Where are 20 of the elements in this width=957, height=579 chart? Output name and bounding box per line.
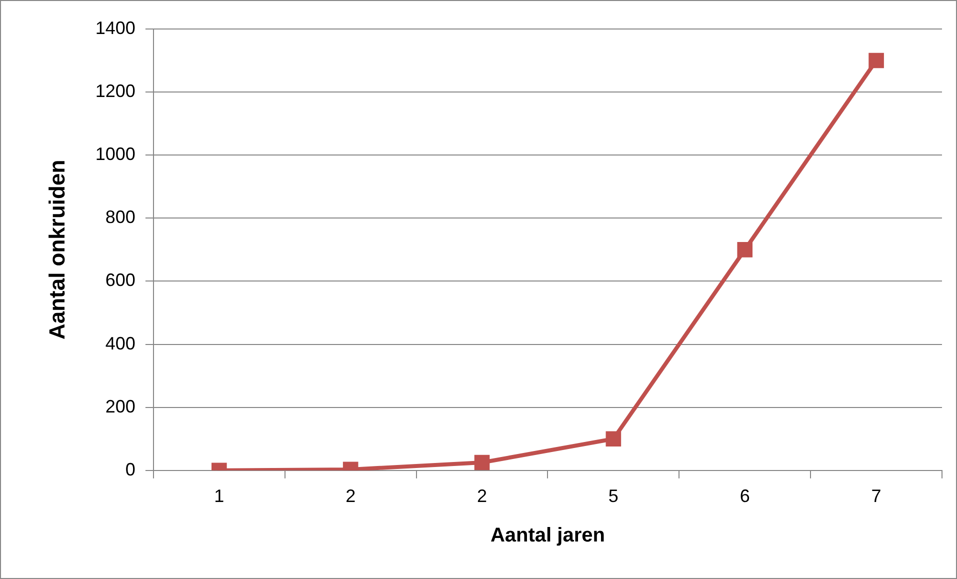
y-tick-label: 1400 — [95, 18, 136, 38]
x-tick-label: 7 — [871, 486, 882, 506]
y-tick-label: 200 — [105, 396, 136, 416]
y-tick-label: 600 — [105, 270, 136, 290]
x-tick-label: 5 — [608, 486, 618, 506]
y-tick-label: 0 — [125, 459, 136, 480]
point — [474, 454, 490, 470]
point — [737, 242, 753, 258]
y-tick-label: 800 — [105, 207, 136, 228]
y-tick-label: 1000 — [95, 144, 136, 164]
point — [868, 52, 884, 68]
y-axis-title: Aantal onkruiden — [44, 160, 70, 340]
x-tick-label: 2 — [477, 486, 488, 506]
y-tick-label: 1200 — [95, 81, 136, 102]
y-tick-label: 400 — [105, 333, 136, 354]
x-tick-label: 1 — [214, 486, 224, 506]
x-axis-title: Aantal jaren — [490, 524, 605, 547]
x-tick-label: 2 — [346, 486, 356, 506]
point — [606, 431, 622, 447]
x-tick-label: 6 — [740, 486, 750, 506]
